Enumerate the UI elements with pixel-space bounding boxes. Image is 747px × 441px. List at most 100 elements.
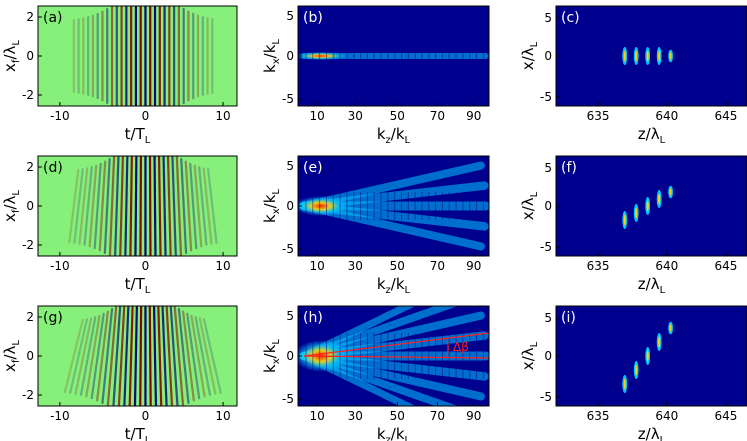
y-tick-label: 0: [544, 199, 552, 213]
x-tick-label: -10: [50, 259, 70, 273]
fringe-line: [133, 306, 138, 406]
y-tick-label: 0: [26, 349, 34, 363]
fringe-line: [189, 162, 198, 250]
y-tick-label: 2: [26, 10, 34, 24]
fringe-line: [129, 156, 133, 256]
x-axis-label: kz/kL: [377, 125, 411, 146]
x-axis-label: t/TL: [125, 425, 151, 441]
y-tick-label: 0: [26, 199, 34, 213]
x-tick-label: 645: [715, 109, 738, 123]
pulse-core: [646, 50, 649, 62]
x-tick-label: 10: [309, 259, 324, 273]
y-axis-label: xf/λL: [1, 340, 22, 372]
pulse-background: [556, 156, 747, 256]
pulse-core: [669, 52, 672, 60]
fringe-line: [169, 306, 179, 406]
pulse-core: [623, 214, 626, 226]
x-tick-label: 635: [587, 259, 610, 273]
y-tick-label: 5: [544, 311, 552, 325]
fringe-line: [88, 164, 98, 248]
fringe-line: [177, 307, 190, 405]
fringe-line: [134, 156, 138, 256]
fringe-line: [173, 306, 185, 406]
fringe-line: [112, 306, 122, 406]
y-tick-label: 5: [544, 11, 552, 25]
x-tick-label: 640: [655, 259, 678, 273]
y-tick-label: 2: [26, 310, 34, 324]
fringe-line: [114, 156, 120, 256]
pulse-background: [556, 306, 747, 406]
y-tick-label: 0: [544, 349, 552, 363]
y-tick-label: 5: [286, 309, 294, 323]
x-axis-label: z/λL: [638, 425, 666, 441]
x-tick-label: 30: [348, 109, 363, 123]
panel-c: (c) 635 640 645 5 0 -5 z/λL x/λL: [519, 5, 747, 146]
fringe-line: [128, 306, 134, 406]
pulse-core: [658, 336, 661, 348]
fringe-line: [152, 306, 158, 406]
angle-line-upper: [303, 332, 490, 357]
panel-tag: (i): [561, 310, 576, 326]
x-tick-label: 30: [348, 259, 363, 273]
panel-tag: (e): [303, 160, 323, 176]
y-tick-label: 5: [286, 9, 294, 23]
fringe-line: [175, 156, 183, 256]
x-tick-label: 10: [215, 109, 230, 123]
fringe-line: [108, 156, 116, 256]
y-axis-label: x/λL: [519, 191, 540, 220]
fringe-line: [90, 312, 105, 400]
fringe-line: [157, 306, 163, 406]
y-tick-label: 0: [286, 49, 294, 63]
fringe-line: [63, 318, 84, 394]
fringe-line: [148, 306, 152, 406]
fringe-line: [124, 156, 129, 256]
x-axis-label: t/TL: [125, 125, 151, 146]
x-tick-label: 10: [215, 409, 230, 423]
x-tick-label: 0: [142, 109, 150, 123]
panel-tag: (a): [43, 10, 63, 26]
x-tick-label: 645: [715, 259, 738, 273]
pulse-core: [635, 364, 638, 376]
x-tick-label: 645: [715, 409, 738, 423]
pulse-core: [635, 207, 638, 219]
fringe-line: [198, 166, 208, 246]
y-tick-label: 5: [544, 161, 552, 175]
fringe-line: [190, 314, 206, 398]
x-axis-label: kz/kL: [377, 275, 411, 296]
y-axis-label: xf/λL: [1, 190, 22, 222]
pulse-core: [646, 200, 649, 212]
x-tick-label: 10: [309, 109, 324, 123]
fringe-line: [139, 306, 143, 406]
fringe-line: [98, 160, 107, 252]
x-tick-label: 635: [587, 409, 610, 423]
x-tick-label: 90: [466, 409, 481, 423]
fringe-line: [117, 306, 126, 406]
fringe-line: [79, 316, 97, 396]
x-tick-label: 70: [430, 109, 445, 123]
x-tick-label: 10: [309, 409, 324, 423]
pulse-core: [669, 188, 672, 196]
y-tick-label: -5: [282, 92, 294, 106]
fringe-line: [101, 307, 114, 405]
y-tick-label: -2: [22, 388, 34, 402]
y-axis-label: kx/kL: [261, 39, 282, 73]
fringe-line: [171, 156, 177, 256]
fringe-background: [38, 6, 237, 106]
pulse-core: [669, 324, 672, 332]
fringe-line: [93, 162, 102, 250]
x-tick-label: 640: [655, 409, 678, 423]
fringe-line: [73, 168, 84, 244]
fringe-line: [186, 312, 201, 400]
panel-tag: (c): [561, 10, 580, 26]
panel-tag: (g): [43, 310, 63, 326]
fringe-line: [153, 156, 157, 256]
y-tick-label: -5: [282, 392, 294, 406]
y-axis-label: xf/λL: [1, 40, 22, 72]
x-tick-label: 30: [348, 409, 363, 423]
fringe-line: [194, 316, 212, 396]
y-tick-label: 0: [26, 49, 34, 63]
